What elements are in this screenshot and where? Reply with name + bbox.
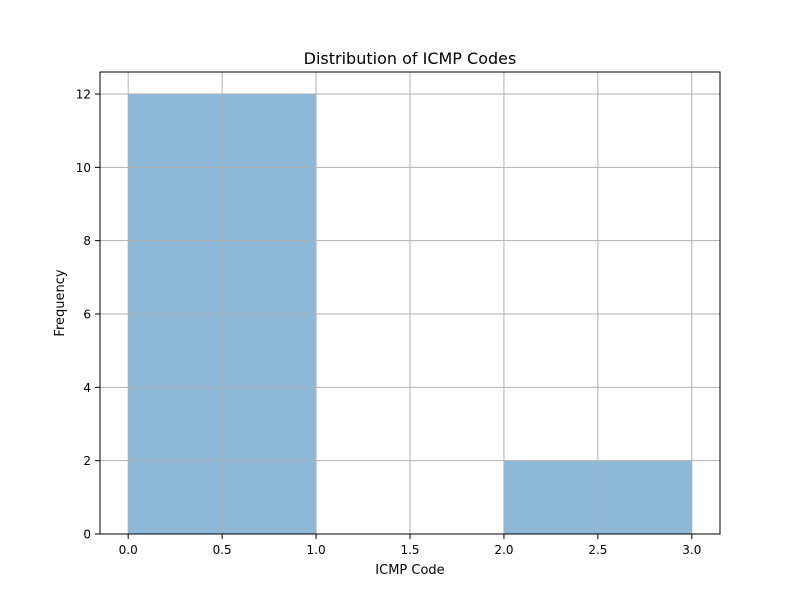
y-tick-label: 12 [76, 88, 91, 102]
y-tick-label: 4 [83, 381, 91, 395]
x-tick-label: 0.5 [213, 543, 232, 557]
x-tick-label: 0.0 [119, 543, 138, 557]
axis-ticks: 0.0 0.5 1.0 1.5 2.0 2.5 3.0 0 2 4 6 8 10 12 [76, 88, 702, 558]
bars [100, 72, 720, 535]
x-tick-label: 1.0 [307, 543, 326, 557]
y-axis-label: Frequency [53, 269, 68, 336]
y-tick-label: 6 [83, 308, 91, 322]
x-tick-label: 3.0 [682, 543, 701, 557]
y-tick-label: 8 [83, 234, 91, 248]
y-tick-label: 10 [76, 161, 91, 175]
y-tick-label: 2 [83, 454, 91, 468]
x-tick-label: 2.0 [494, 543, 513, 557]
x-tick-label: 2.5 [588, 543, 607, 557]
chart-title: Distribution of ICMP Codes [304, 49, 517, 68]
y-tick-label: 0 [83, 528, 91, 542]
x-axis-label: ICMP Code [375, 563, 444, 578]
x-tick-label: 1.5 [400, 543, 419, 557]
